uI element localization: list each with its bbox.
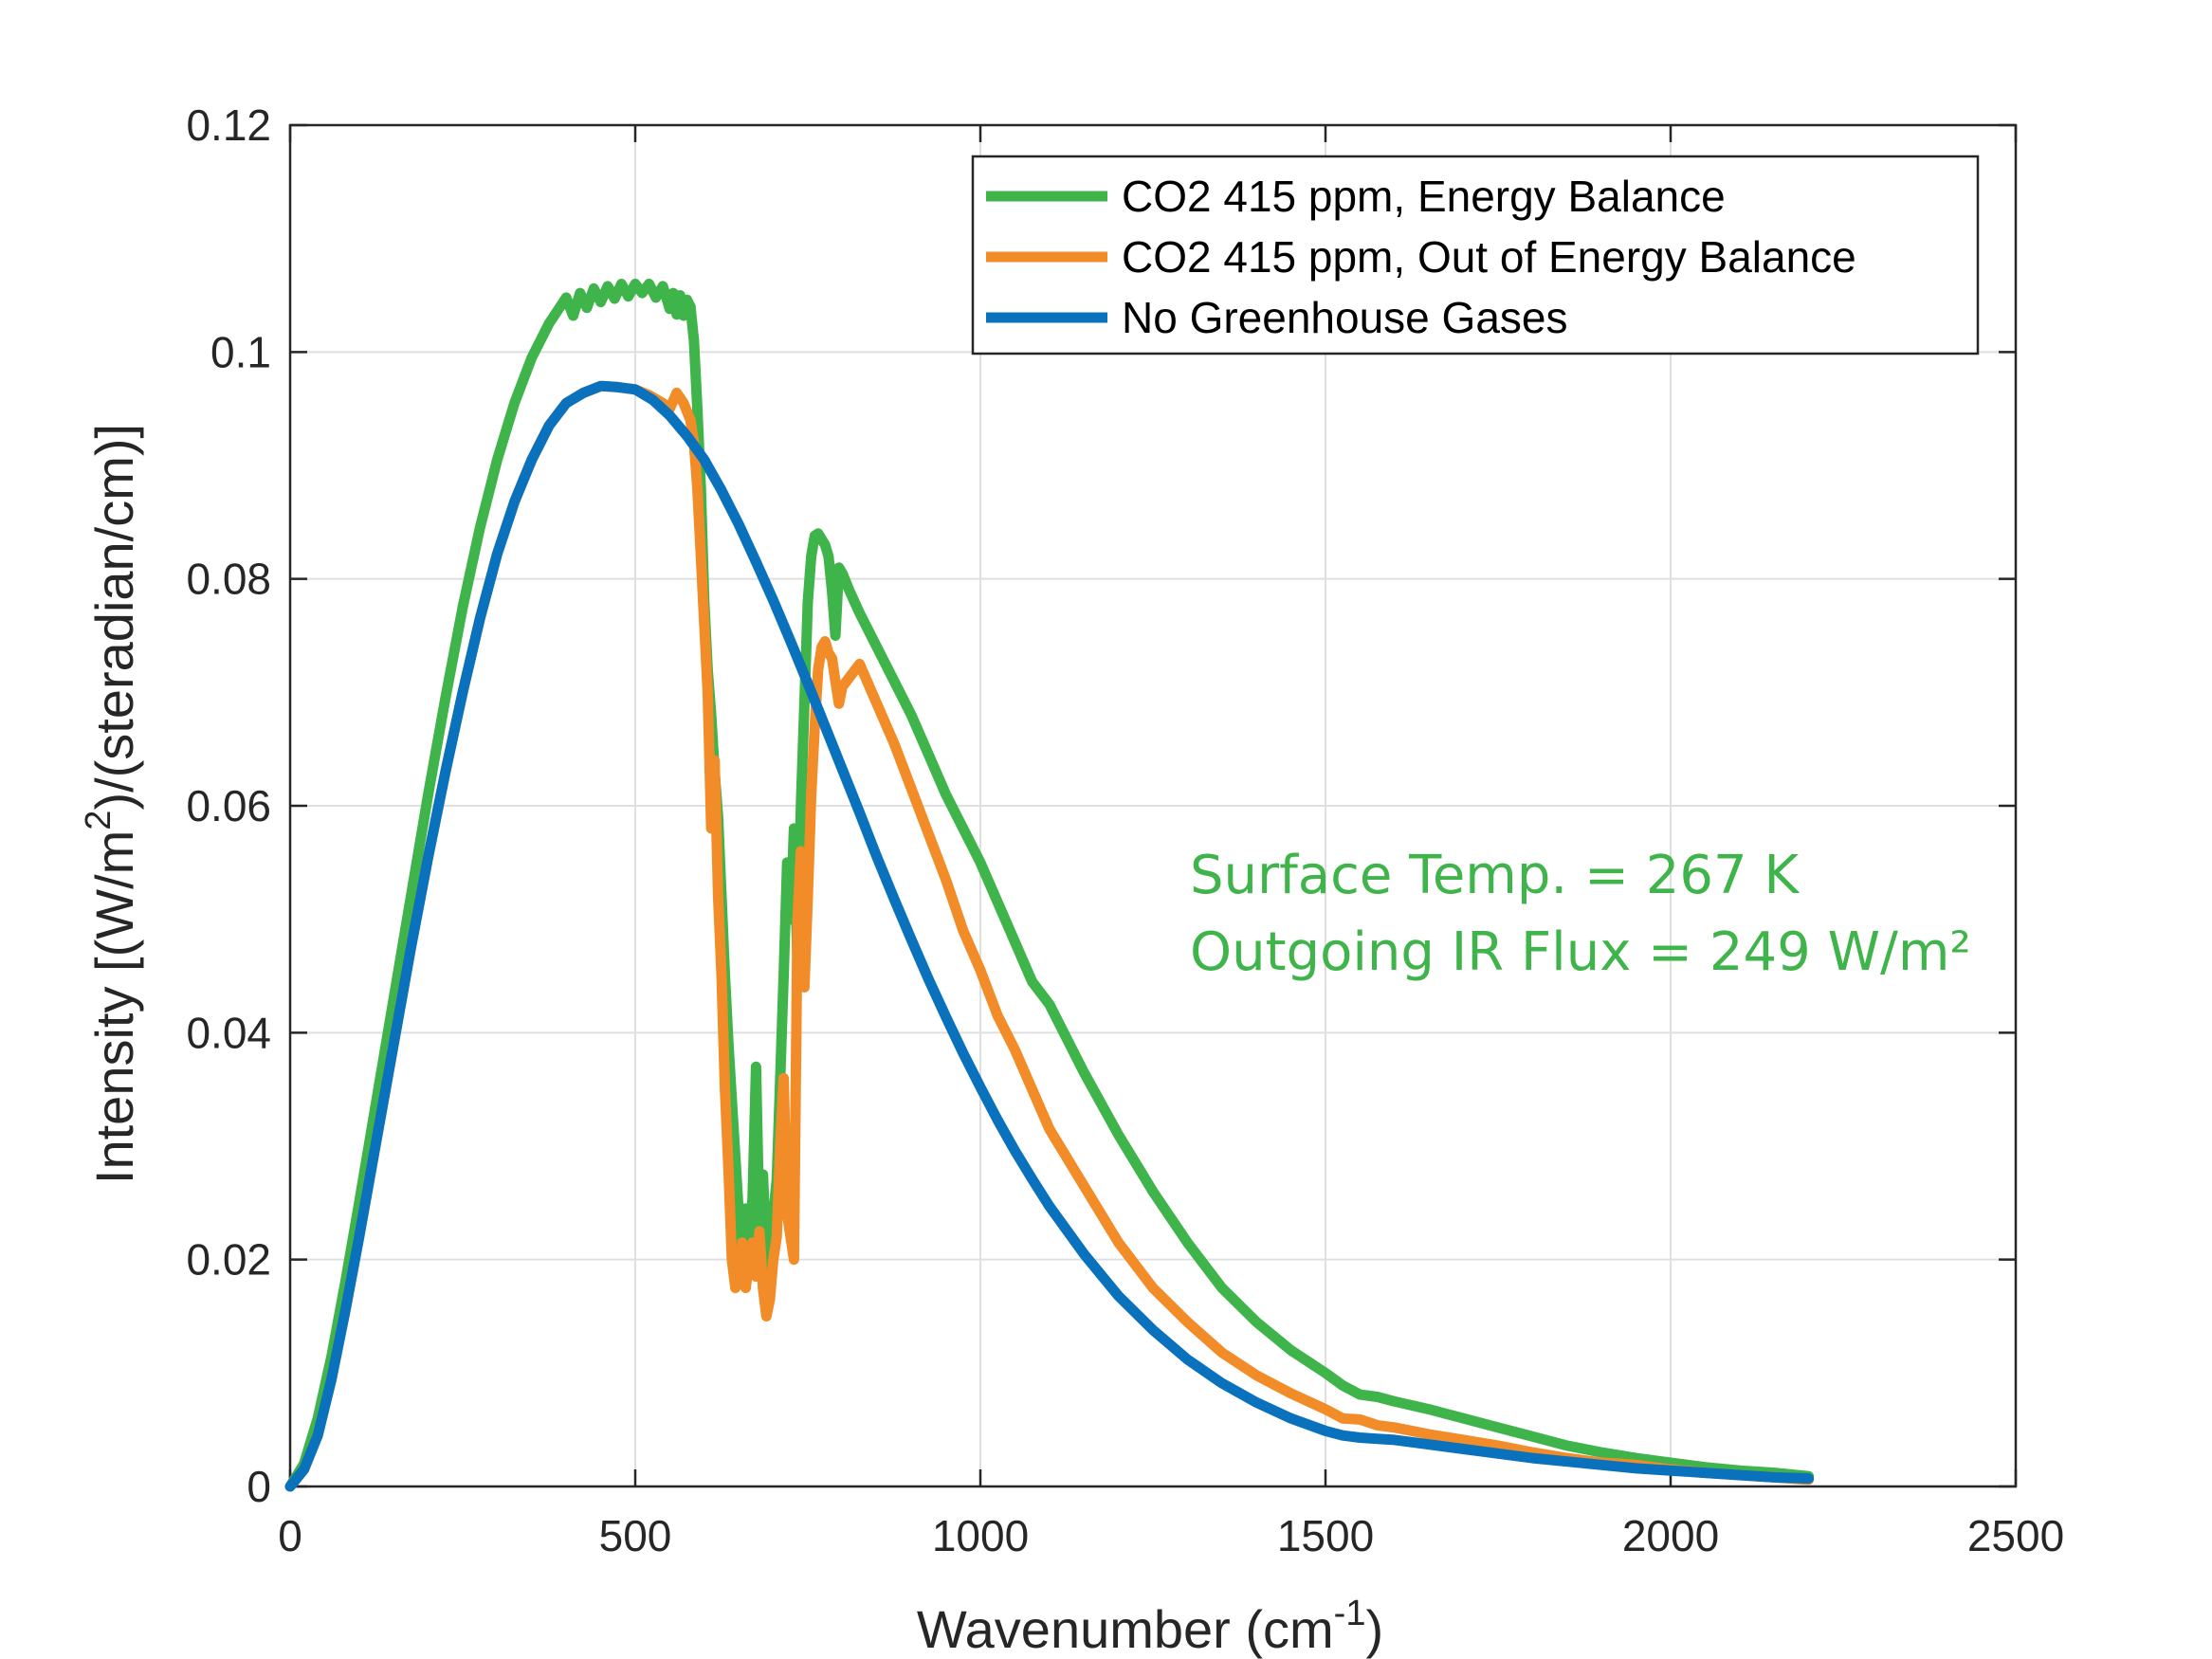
annotation-surface-temp: Surface Temp. = 267 K xyxy=(1190,845,1800,906)
y-tick-label: 0.06 xyxy=(186,781,271,830)
x-axis-label-main: Wavenumber (cm xyxy=(917,1599,1334,1659)
y-tick-label: 0.1 xyxy=(210,327,271,376)
x-tick-label: 2500 xyxy=(1967,1511,2064,1560)
legend: CO2 415 ppm, Energy Balance CO2 415 ppm, … xyxy=(971,155,1980,356)
y-tick-label: 0.02 xyxy=(186,1235,271,1285)
series-lines xyxy=(284,279,1815,1492)
y-axis-label: Intensity [(W/m2)/(steradian/cm)] xyxy=(79,424,144,1184)
x-tick-label: 500 xyxy=(599,1511,672,1560)
x-tick-label: 0 xyxy=(278,1511,302,1560)
x-axis-label-superscript: -1 xyxy=(1334,1594,1366,1633)
annotation-outgoing-flux: Outgoing IR Flux = 249 W/m² xyxy=(1190,921,1971,983)
y-tick-label: 0.12 xyxy=(186,100,271,150)
legend-label-1: CO2 415 ppm, Energy Balance xyxy=(1122,172,1726,221)
series-line-3 xyxy=(284,380,1815,1492)
x-tick-label: 1000 xyxy=(932,1511,1029,1560)
axis-ticks: 0 500 1000 1500 2000 2500 0 0.02 0.04 0.06 0.08 0.1… xyxy=(186,100,2064,1560)
y-tick-label: 0.04 xyxy=(186,1008,271,1057)
legend-label-3: No Greenhouse Gases xyxy=(1122,293,1568,342)
x-tick-label: 1500 xyxy=(1277,1511,1374,1560)
x-axis-label-end: ) xyxy=(1365,1599,1383,1659)
legend-frame xyxy=(971,155,1980,356)
x-tick-label: 2000 xyxy=(1622,1511,1719,1560)
y-axis-label-end: )/(steradian/cm)] xyxy=(84,424,144,811)
y-tick-label: 0 xyxy=(247,1462,271,1511)
y-axis-label-main: Intensity [(W/m xyxy=(84,830,144,1184)
legend-label-2: CO2 415 ppm, Out of Energy Balance xyxy=(1122,232,1856,282)
x-axis-label: Wavenumber (cm-1) xyxy=(917,1594,1383,1659)
y-tick-label: 0.08 xyxy=(186,555,271,604)
y-axis-label-superscript: 2 xyxy=(79,811,119,830)
